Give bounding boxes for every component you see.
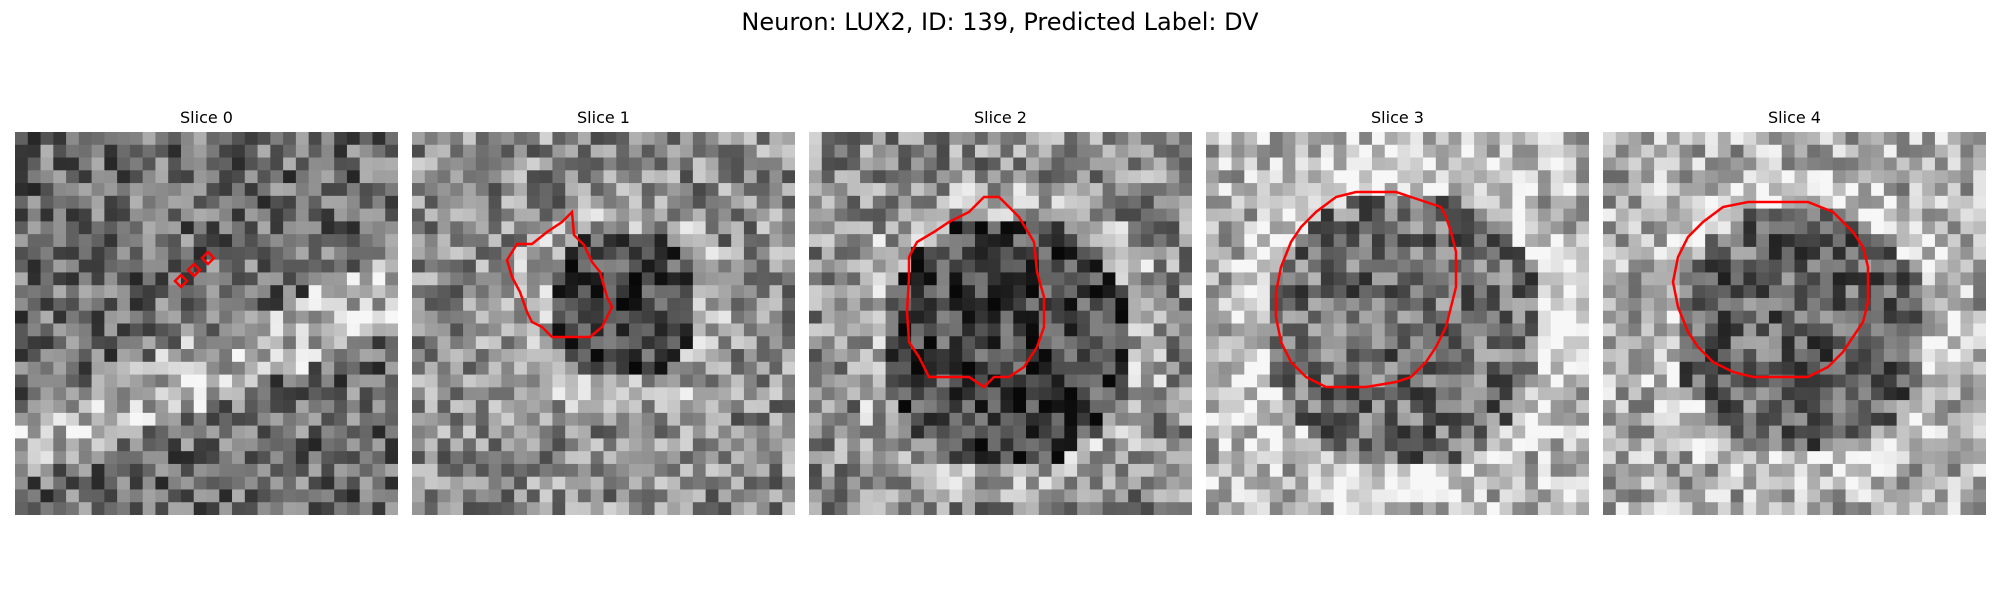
cell-contour bbox=[505, 209, 614, 339]
slice-title: Slice 3 bbox=[1371, 108, 1424, 127]
slice-image bbox=[1603, 132, 1986, 515]
slice-image bbox=[412, 132, 795, 515]
cell-contour bbox=[1274, 190, 1458, 389]
slice-image bbox=[15, 132, 398, 515]
slice-panel-2: Slice 2 bbox=[809, 108, 1192, 515]
slice-image bbox=[809, 132, 1192, 515]
slice-title: Slice 2 bbox=[974, 108, 1027, 127]
slice-title: Slice 0 bbox=[180, 108, 233, 127]
slice-panel-1: Slice 1 bbox=[412, 108, 795, 515]
slice-panel-3: Slice 3 bbox=[1206, 108, 1589, 515]
figure-title: Neuron: LUX2, ID: 139, Predicted Label: … bbox=[741, 8, 1259, 36]
cell-contour bbox=[1671, 200, 1870, 379]
slice-panel-0: Slice 0 bbox=[15, 108, 398, 515]
slice-panel-4: Slice 4 bbox=[1603, 108, 1986, 515]
slice-title: Slice 1 bbox=[577, 108, 630, 127]
contour-marker bbox=[173, 273, 189, 289]
contour-marker bbox=[186, 262, 202, 278]
slice-title: Slice 4 bbox=[1768, 108, 1821, 127]
contour-marker bbox=[200, 250, 216, 266]
slice-image bbox=[1206, 132, 1589, 515]
cell-contour bbox=[905, 195, 1046, 389]
